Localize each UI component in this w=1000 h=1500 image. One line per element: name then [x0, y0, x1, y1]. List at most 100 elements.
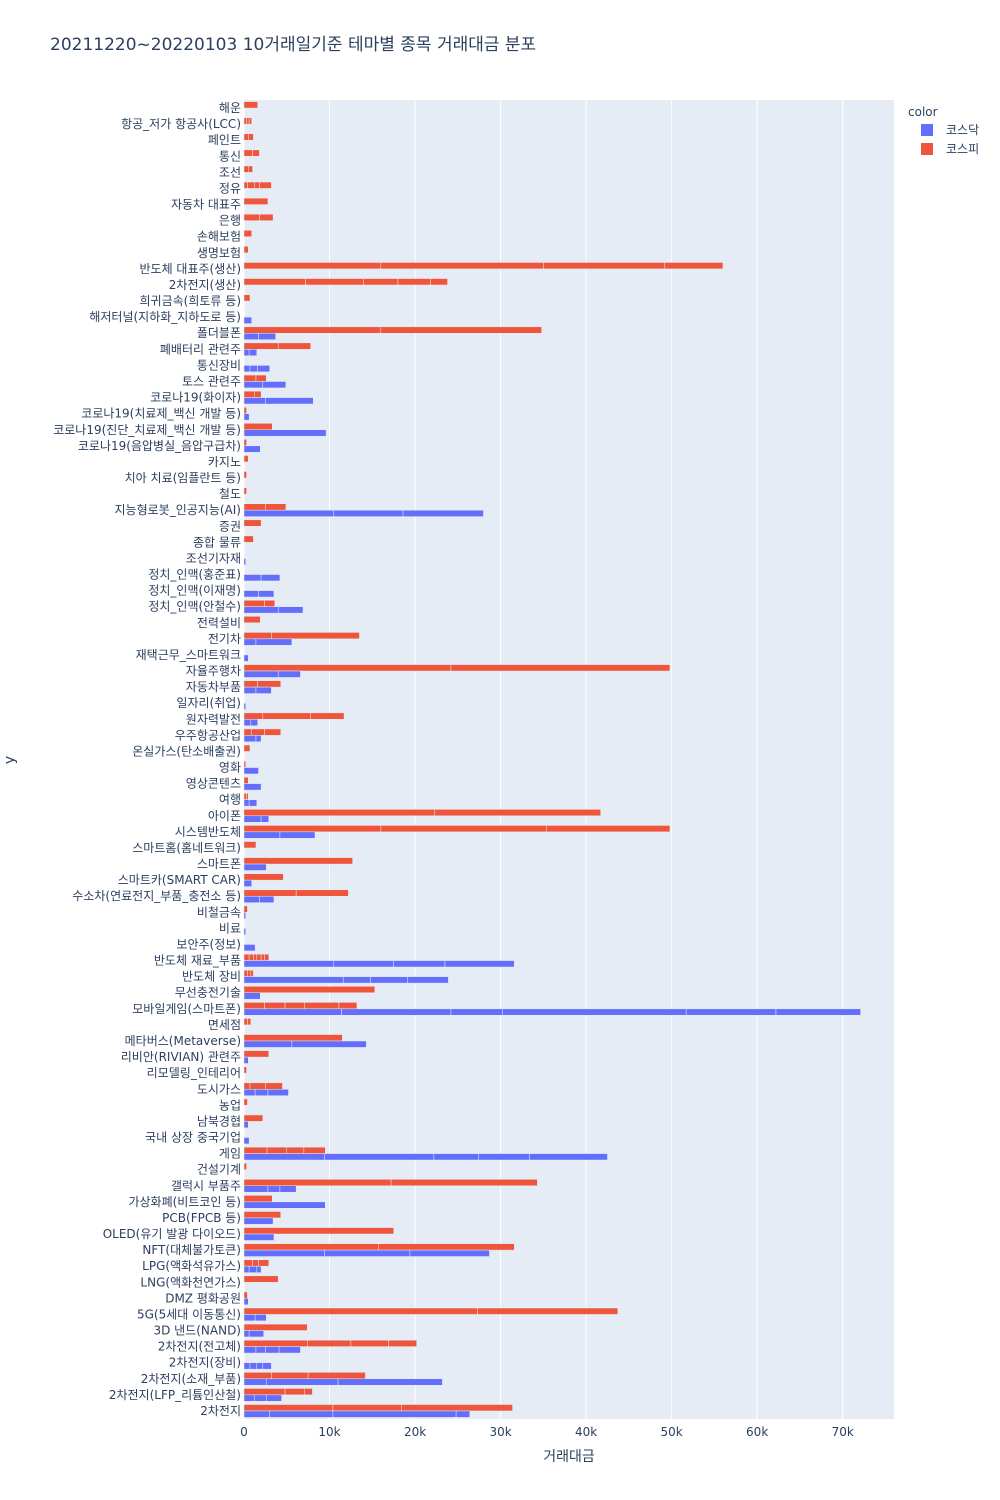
bar-segment[interactable] — [243, 1410, 270, 1418]
bar-segment[interactable] — [342, 976, 371, 984]
bar-segment[interactable] — [258, 332, 276, 340]
bar-segment[interactable] — [664, 262, 724, 270]
bar-segment[interactable] — [243, 760, 246, 768]
bar-segment[interactable] — [478, 1153, 530, 1161]
bar-segment[interactable] — [265, 1378, 339, 1386]
bar-segment[interactable] — [243, 776, 249, 784]
bar-segment[interactable] — [243, 574, 262, 582]
bar-segment[interactable] — [265, 1394, 282, 1402]
bar-segment[interactable] — [243, 815, 262, 823]
bar-segment[interactable] — [243, 1378, 267, 1386]
bar-segment[interactable] — [247, 969, 252, 977]
bar-segment[interactable] — [248, 133, 254, 141]
bar-segment[interactable] — [332, 1410, 457, 1418]
bar-segment[interactable] — [243, 429, 327, 437]
bar-segment[interactable] — [402, 509, 484, 517]
bar-segment[interactable] — [380, 825, 548, 833]
bar-segment[interactable] — [243, 1227, 394, 1235]
bar-segment[interactable] — [256, 1265, 262, 1273]
bar-segment[interactable] — [243, 1056, 249, 1064]
bar-segment[interactable] — [250, 969, 254, 977]
bar-segment[interactable] — [255, 1346, 266, 1354]
bar-segment[interactable] — [430, 278, 448, 286]
bar-segment[interactable] — [388, 1339, 418, 1347]
bar-segment[interactable] — [243, 873, 284, 881]
bar-segment[interactable] — [243, 1137, 250, 1145]
bar-segment[interactable] — [243, 1211, 282, 1219]
bar-segment[interactable] — [255, 735, 262, 743]
bar-segment[interactable] — [685, 1008, 777, 1016]
bar-segment[interactable] — [248, 1330, 264, 1338]
bar-segment[interactable] — [455, 1410, 471, 1418]
bar-segment[interactable] — [271, 1372, 309, 1380]
bar-segment[interactable] — [243, 455, 249, 463]
legend-swatch-kospi[interactable] — [921, 143, 933, 155]
bar-segment[interactable] — [304, 1388, 313, 1396]
legend-label-kospi[interactable]: 코스피 — [946, 142, 979, 156]
bar-segment[interactable] — [243, 809, 435, 817]
bar-segment[interactable] — [243, 895, 260, 903]
bar-segment[interactable] — [255, 686, 272, 694]
bar-segment[interactable] — [291, 1040, 367, 1048]
bar-segment[interactable] — [243, 397, 266, 405]
bar-segment[interactable] — [243, 519, 262, 527]
bar-segment[interactable] — [243, 1008, 342, 1016]
bar-segment[interactable] — [341, 1008, 452, 1016]
bar-segment[interactable] — [304, 1002, 340, 1010]
bar-segment[interactable] — [243, 349, 250, 357]
bar-segment[interactable] — [257, 365, 270, 373]
bar-segment[interactable] — [277, 670, 301, 678]
bar-segment[interactable] — [775, 1008, 861, 1016]
bar-segment[interactable] — [243, 616, 261, 624]
bar-segment[interactable] — [267, 1089, 289, 1096]
bar-segment[interactable] — [260, 953, 265, 961]
bar-segment[interactable] — [278, 1346, 301, 1354]
bar-segment[interactable] — [249, 1362, 258, 1370]
bar-segment[interactable] — [243, 1034, 343, 1042]
bar-segment[interactable] — [307, 1372, 366, 1380]
bar-segment[interactable] — [243, 471, 247, 479]
bar-segment[interactable] — [243, 535, 254, 543]
bar-segment[interactable] — [243, 390, 255, 398]
bar-segment[interactable] — [254, 181, 260, 189]
bar-segment[interactable] — [266, 1146, 288, 1154]
bar-segment[interactable] — [434, 809, 601, 817]
bar-segment[interactable] — [333, 960, 394, 968]
bar-segment[interactable] — [324, 1249, 411, 1257]
bar-segment[interactable] — [310, 712, 345, 720]
bar-segment[interactable] — [546, 825, 671, 833]
bar-segment[interactable] — [243, 1179, 392, 1187]
bar-segment[interactable] — [243, 986, 376, 993]
bar-segment[interactable] — [243, 503, 266, 511]
bar-segment[interactable] — [243, 1185, 269, 1193]
bar-segment[interactable] — [450, 1008, 503, 1016]
bar-segment[interactable] — [252, 1259, 259, 1267]
bar-segment[interactable] — [324, 1153, 435, 1161]
bar-segment[interactable] — [243, 101, 258, 109]
bar-segment[interactable] — [254, 1314, 267, 1322]
bar-segment[interactable] — [248, 117, 252, 125]
bar-segment[interactable] — [243, 1291, 248, 1299]
bar-segment[interactable] — [243, 1162, 247, 1170]
bar-segment[interactable] — [258, 590, 275, 598]
bar-segment[interactable] — [243, 912, 246, 919]
bar-segment[interactable] — [243, 1121, 249, 1129]
bar-segment[interactable] — [370, 976, 408, 984]
bar-segment[interactable] — [265, 1082, 283, 1090]
bar-segment[interactable] — [243, 406, 247, 414]
bar-segment[interactable] — [243, 1114, 264, 1122]
bar-segment[interactable] — [337, 1378, 443, 1386]
bar-segment[interactable] — [401, 1404, 513, 1412]
bar-segment[interactable] — [243, 1201, 326, 1209]
bar-segment[interactable] — [243, 1082, 251, 1090]
bar-segment[interactable] — [243, 326, 382, 334]
bar-segment[interactable] — [243, 953, 250, 961]
bar-segment[interactable] — [243, 1339, 308, 1347]
bar-segment[interactable] — [243, 294, 251, 302]
bar-segment[interactable] — [407, 976, 449, 984]
bar-segment[interactable] — [243, 381, 264, 389]
bar-segment[interactable] — [243, 1259, 253, 1267]
bar-segment[interactable] — [243, 1330, 250, 1338]
bar-segment[interactable] — [249, 1082, 266, 1090]
bar-segment[interactable] — [243, 509, 335, 517]
